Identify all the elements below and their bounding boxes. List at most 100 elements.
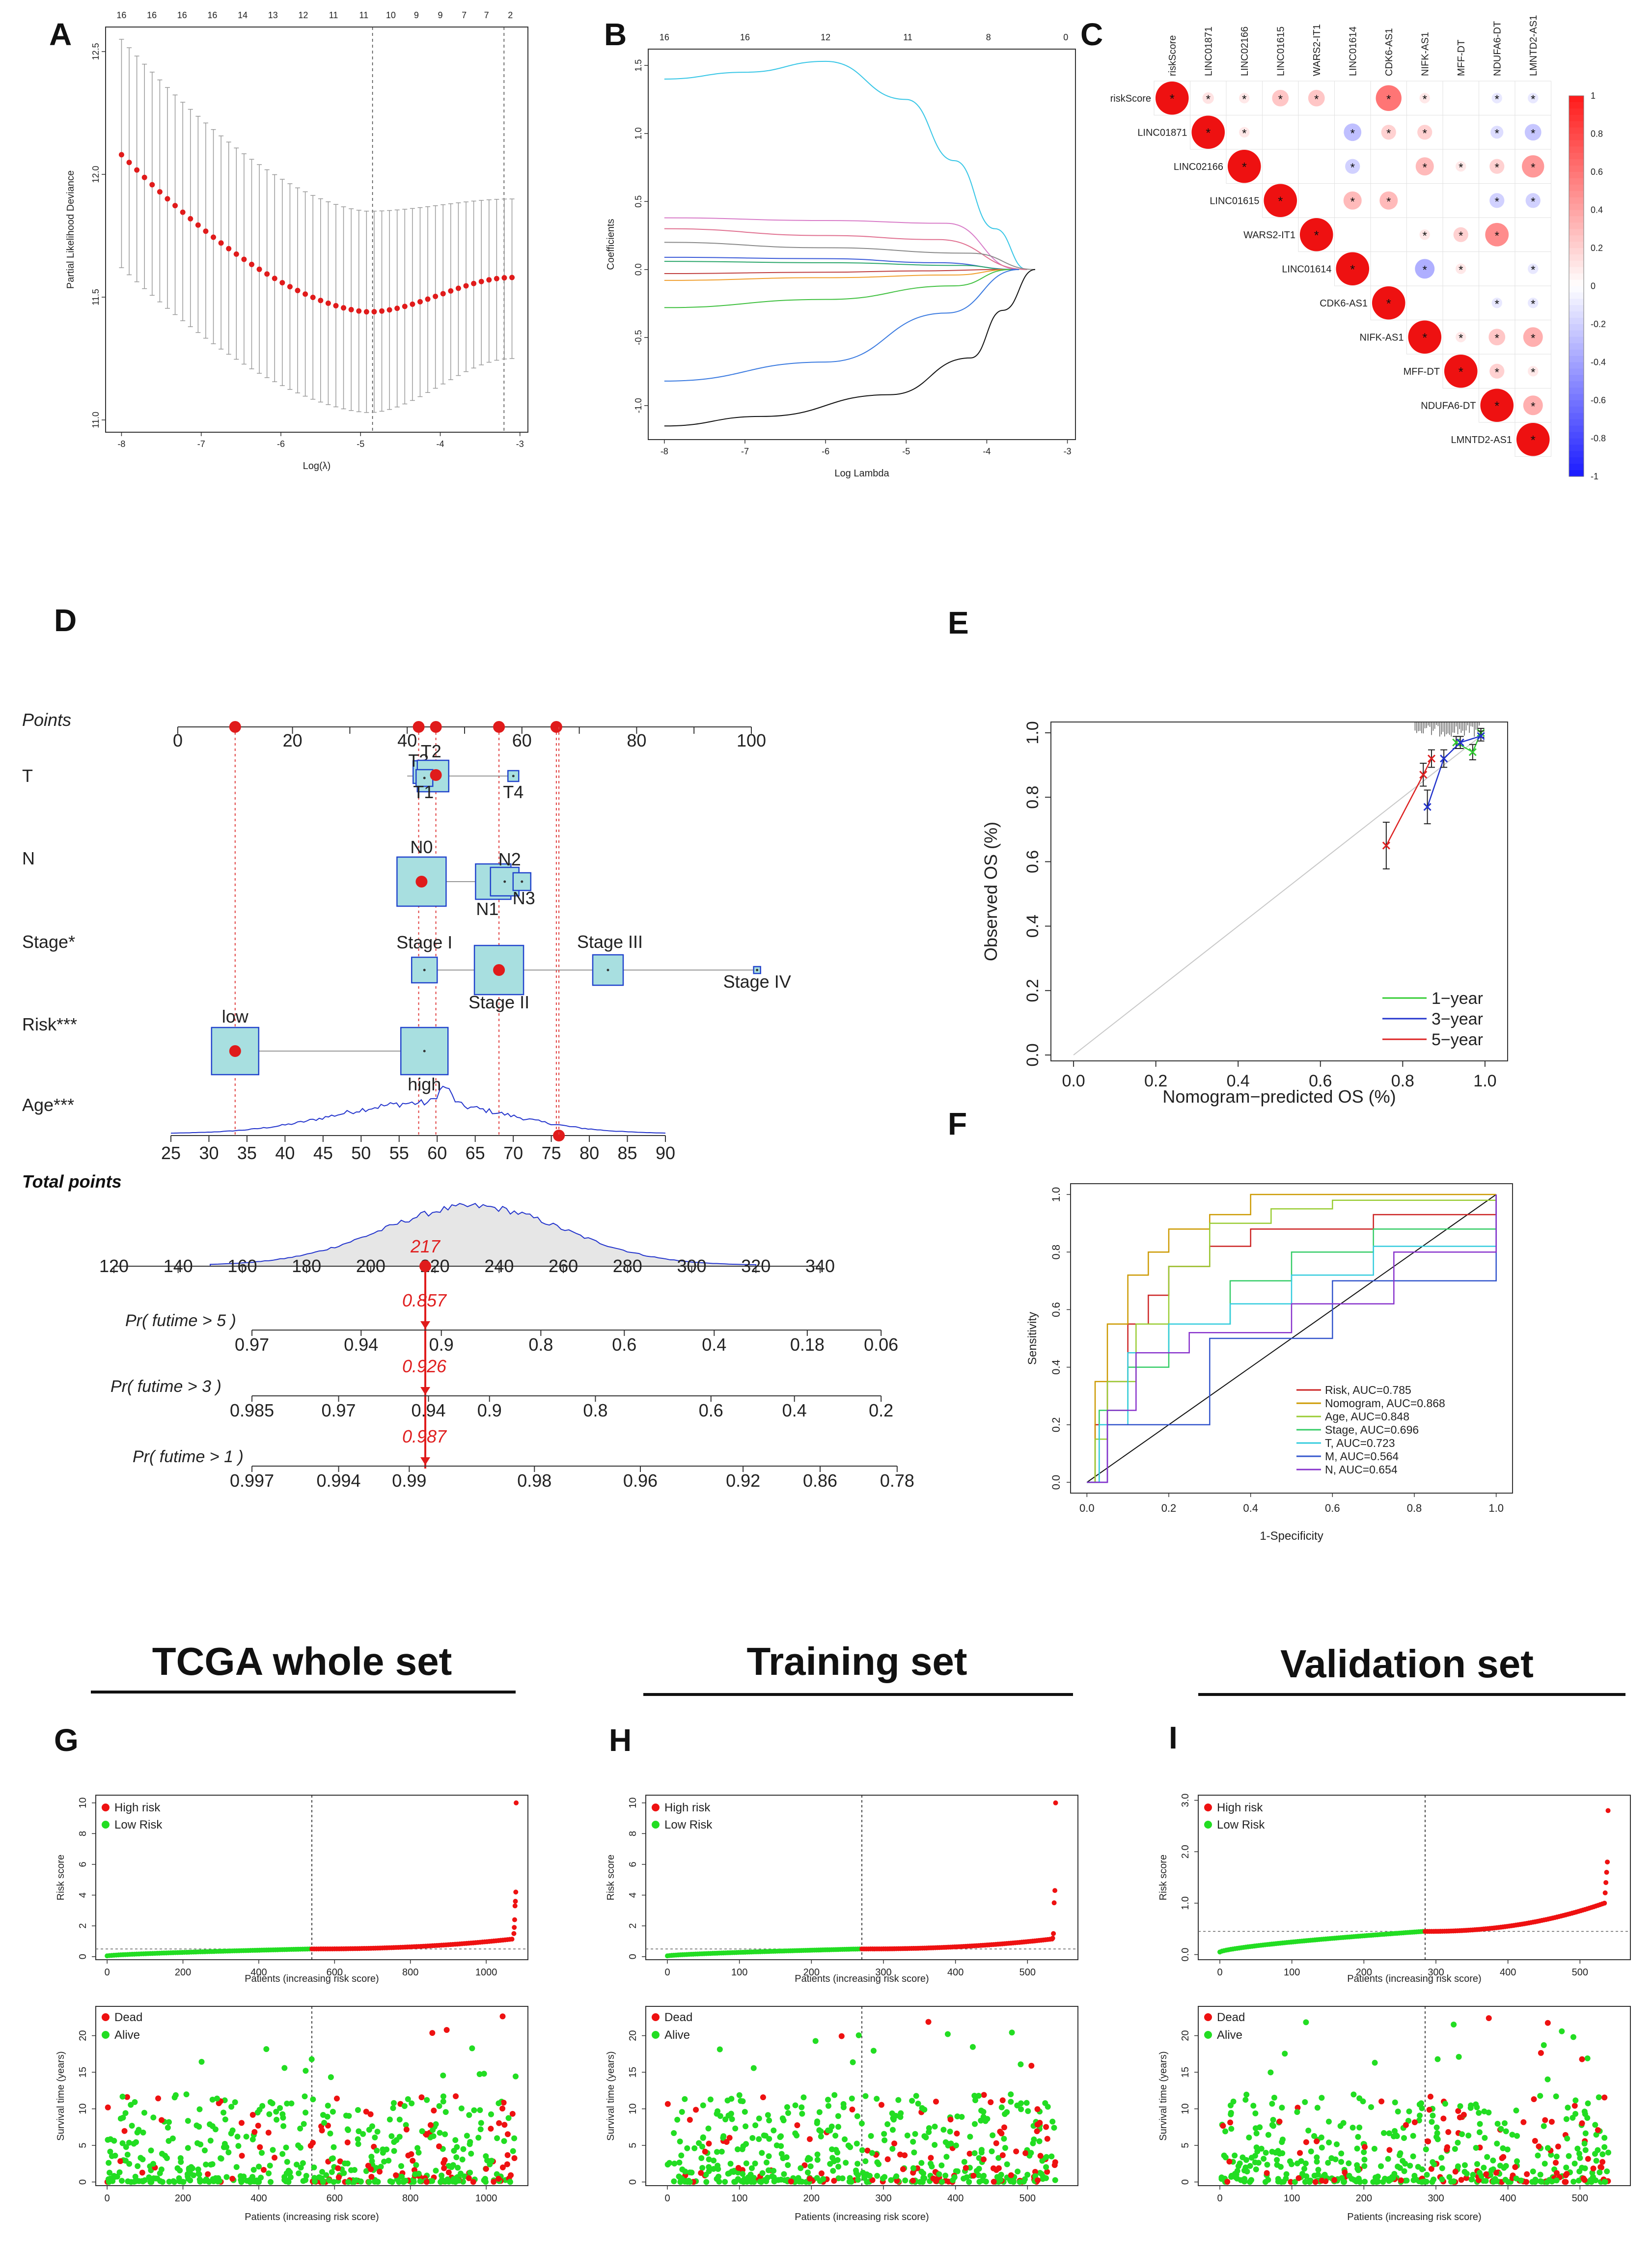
g-surv-point (206, 2179, 212, 2185)
g-surv-point (494, 2171, 500, 2177)
h-surv-point (1051, 2125, 1057, 2131)
g-surv-point (124, 2094, 130, 2100)
b-x-axis-title: Log Lambda (834, 468, 889, 479)
i-surv-point (1490, 2157, 1496, 2164)
d-age-tick-label: 50 (351, 1143, 371, 1163)
d-row-label: Age*** (22, 1095, 74, 1115)
f-roc-curve-Nomogram (1087, 1194, 1496, 1483)
h-surv-point (1044, 2136, 1050, 2142)
g-surv-y-tick-label: 5 (78, 2142, 88, 2148)
i-surv-point (1314, 2138, 1320, 2144)
g-surv-point (185, 2145, 191, 2151)
c-corr-circle (1239, 127, 1250, 138)
d-level-label: high (408, 1074, 441, 1094)
i-surv-point (1538, 2050, 1544, 2056)
g-surv-point (228, 2104, 235, 2110)
c-significance-star: * (1350, 127, 1355, 140)
h-surv-point (825, 2097, 831, 2103)
d-point-marker (413, 721, 425, 733)
g-surv-point (267, 2163, 273, 2169)
i-surv-point (1452, 2168, 1459, 2175)
h-surv-point (826, 2103, 832, 2109)
i-surv-point (1548, 2152, 1554, 2158)
h-surv-x-tick-label: 400 (947, 2193, 964, 2204)
i-risk-point (1602, 1890, 1608, 1895)
i-surv-y-tick-label: 0 (1180, 2179, 1191, 2185)
g-surv-point (368, 2173, 375, 2180)
h-surv-point (1001, 2136, 1007, 2142)
c-colorbar-label: 1 (1591, 91, 1596, 101)
g-surv-point (412, 2171, 418, 2177)
h-surv-point (904, 2132, 910, 2138)
g-surv-point (105, 2176, 111, 2182)
h-surv-point (910, 2165, 916, 2171)
a-cv-point (203, 228, 209, 234)
f-legend-label: Risk, AUC=0.785 (1325, 1384, 1411, 1396)
g-surv-point (323, 2172, 330, 2178)
a-cv-point (325, 300, 331, 306)
i-surv-point (1459, 2131, 1465, 2138)
h-surv-point (855, 2172, 861, 2178)
g-surv-point (120, 2114, 126, 2121)
h-surv-point (858, 2120, 865, 2127)
g-surv-point (325, 2103, 331, 2109)
i-surv-point (1306, 2179, 1313, 2185)
i-surv-point (1403, 2122, 1409, 2128)
c-colorbar-segment (1569, 102, 1584, 109)
i-surv-point (1423, 2146, 1429, 2153)
g-surv-point (303, 2068, 309, 2074)
i-surv-point (1405, 2117, 1411, 2124)
h-surv-point (1025, 2108, 1031, 2114)
h-surv-point (783, 2154, 790, 2161)
h-surv-point (915, 2101, 921, 2107)
a-cv-point (433, 294, 439, 300)
h-surv-point (706, 2164, 712, 2170)
h-surv-point (835, 2164, 842, 2170)
h-surv-point (765, 2112, 771, 2118)
i-surv-point (1253, 2166, 1259, 2172)
h-surv-point (850, 2059, 856, 2065)
a-top-tick-label: 16 (147, 10, 157, 20)
g-surv-point (105, 2104, 111, 2110)
c-corr-circle (1485, 222, 1509, 247)
g-surv-point (405, 2096, 411, 2102)
c-colorbar-segment (1569, 235, 1584, 242)
g-surv-point (197, 2178, 203, 2185)
c-row-label: WARS2-IT1 (1243, 230, 1295, 241)
h-surv-point (1034, 2106, 1041, 2112)
g-surv-point (413, 2162, 419, 2168)
h-legend-low-dot (652, 1821, 660, 1829)
i-surv-point (1319, 2095, 1325, 2101)
g-surv-point (287, 2169, 293, 2175)
g-surv-point (287, 2174, 294, 2180)
i-surv-point (1388, 2176, 1394, 2183)
d-points-tick-label: 0 (173, 730, 183, 750)
a-cv-point (295, 288, 301, 294)
i-surv-point (1331, 2177, 1338, 2183)
g-surv-point (139, 2156, 146, 2163)
g-surv-point (251, 2129, 258, 2135)
d-total-tick-label: 140 (164, 1256, 193, 1276)
h-surv-point (925, 2019, 932, 2025)
i-surv-point (1532, 2176, 1539, 2183)
h-surv-point (953, 2168, 959, 2174)
g-surv-point (512, 2073, 519, 2080)
g-surv-point (477, 2107, 483, 2113)
h-risk-y-tick-label: 2 (628, 1923, 638, 1929)
c-significance-star: * (1314, 93, 1319, 106)
f-x-tick-label: 1.0 (1488, 1502, 1504, 1514)
f-x-tick-label: 0.2 (1161, 1502, 1177, 1514)
i-surv-point (1429, 2119, 1435, 2125)
g-surv-point (436, 2143, 442, 2150)
i-surv-point (1334, 2141, 1340, 2147)
h-surv-point (743, 2123, 749, 2130)
c-grid-cell (1442, 81, 1479, 115)
b-top-tick-label: 11 (903, 32, 912, 42)
a-cv-point (188, 216, 193, 222)
a-cv-point (172, 203, 178, 209)
h-surv-point (1010, 2179, 1017, 2185)
d-age-tick-label: 70 (503, 1143, 523, 1163)
h-surv-point (682, 2096, 688, 2102)
g-surv-point (366, 2179, 372, 2185)
h-surv-point (855, 2177, 861, 2183)
